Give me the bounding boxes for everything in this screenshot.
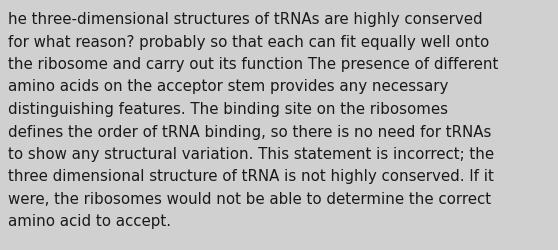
Text: three dimensional structure of tRNA is not highly conserved. If it: three dimensional structure of tRNA is n… [8,169,494,184]
Text: distinguishing features. The binding site on the ribosomes: distinguishing features. The binding sit… [8,102,448,116]
Text: amino acid to accept.: amino acid to accept. [8,214,171,228]
Text: to show any structural variation. This statement is incorrect; the: to show any structural variation. This s… [8,146,494,161]
Text: amino acids on the acceptor stem provides any necessary: amino acids on the acceptor stem provide… [8,79,449,94]
Text: the ribosome and carry out its function The presence of different: the ribosome and carry out its function … [8,57,498,72]
Text: were, the ribosomes would not be able to determine the correct: were, the ribosomes would not be able to… [8,191,491,206]
Text: for what reason? probably so that each can fit equally well onto: for what reason? probably so that each c… [8,34,489,49]
Text: he three-dimensional structures of tRNAs are highly conserved: he three-dimensional structures of tRNAs… [8,12,483,27]
Text: defines the order of tRNA binding, so there is no need for tRNAs: defines the order of tRNA binding, so th… [8,124,492,139]
